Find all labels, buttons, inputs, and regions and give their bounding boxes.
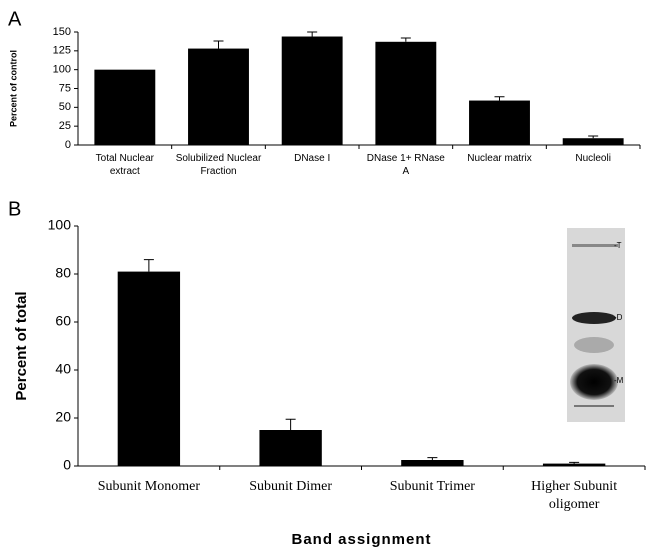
bar (469, 101, 530, 145)
x-tick-label: Subunit Monomer (84, 478, 214, 496)
x-axis-label: Band assignment (291, 531, 431, 548)
bar (375, 42, 436, 145)
inset-label: -T (614, 241, 622, 250)
x-tick-label: Subunit Dimer (226, 478, 356, 496)
y-tick-label: 40 (55, 361, 71, 377)
y-tick-label: 0 (65, 139, 71, 151)
error-bar (144, 260, 154, 272)
x-tick-label: Higher Subunit oligomer (509, 478, 639, 513)
bar (118, 272, 180, 466)
inset-label: -D (614, 313, 623, 322)
bar (188, 49, 249, 145)
x-tick-label: Solubilized Nuclear Fraction (176, 153, 262, 178)
y-axis-label: Percent of total (13, 291, 30, 400)
y-tick-label: 75 (59, 82, 71, 94)
panel-label: B (8, 198, 21, 220)
error-bar (214, 41, 224, 49)
error-bar (427, 458, 437, 460)
inset-label: -M (614, 376, 624, 385)
bar (401, 460, 463, 466)
bar (282, 37, 343, 145)
y-axis-label: Percent of control (8, 50, 18, 127)
x-tick-label: DNase I (269, 153, 355, 166)
bar (543, 464, 605, 466)
y-tick-label: 100 (48, 217, 72, 233)
bar (563, 138, 624, 145)
y-tick-label: 0 (63, 457, 71, 473)
y-tick-label: 25 (59, 120, 71, 132)
error-bar (286, 419, 296, 430)
error-bar (569, 462, 579, 463)
gel-inset (567, 228, 625, 422)
charts: A Percent of control 0 25 50 75 100 125 150 B Perc… (0, 0, 658, 551)
error-bar (588, 136, 598, 138)
y-tick-label: 150 (53, 26, 71, 38)
y-tick-label: 125 (53, 45, 71, 57)
error-bar (401, 38, 411, 42)
y-tick-label: 60 (55, 313, 71, 329)
y-tick-label: 20 (55, 409, 71, 425)
panel-label: A (8, 8, 22, 30)
x-tick-label: Nuclear matrix (457, 153, 543, 166)
x-tick-label: Subunit Trimer (367, 478, 497, 496)
x-tick-label: DNase 1+ RNase A (363, 153, 449, 178)
bar (94, 70, 155, 145)
x-tick-label: Total Nuclear extract (82, 153, 168, 178)
y-tick-label: 100 (53, 64, 71, 76)
x-tick-label: Nucleoli (550, 153, 636, 166)
y-tick-label: 50 (59, 101, 71, 113)
y-tick-label: 80 (55, 265, 71, 281)
figure: A Percent of control 0 25 50 75 100 125 150 B Perc… (0, 0, 658, 551)
error-bar (307, 32, 317, 37)
error-bar (495, 97, 505, 101)
bar (259, 430, 321, 466)
